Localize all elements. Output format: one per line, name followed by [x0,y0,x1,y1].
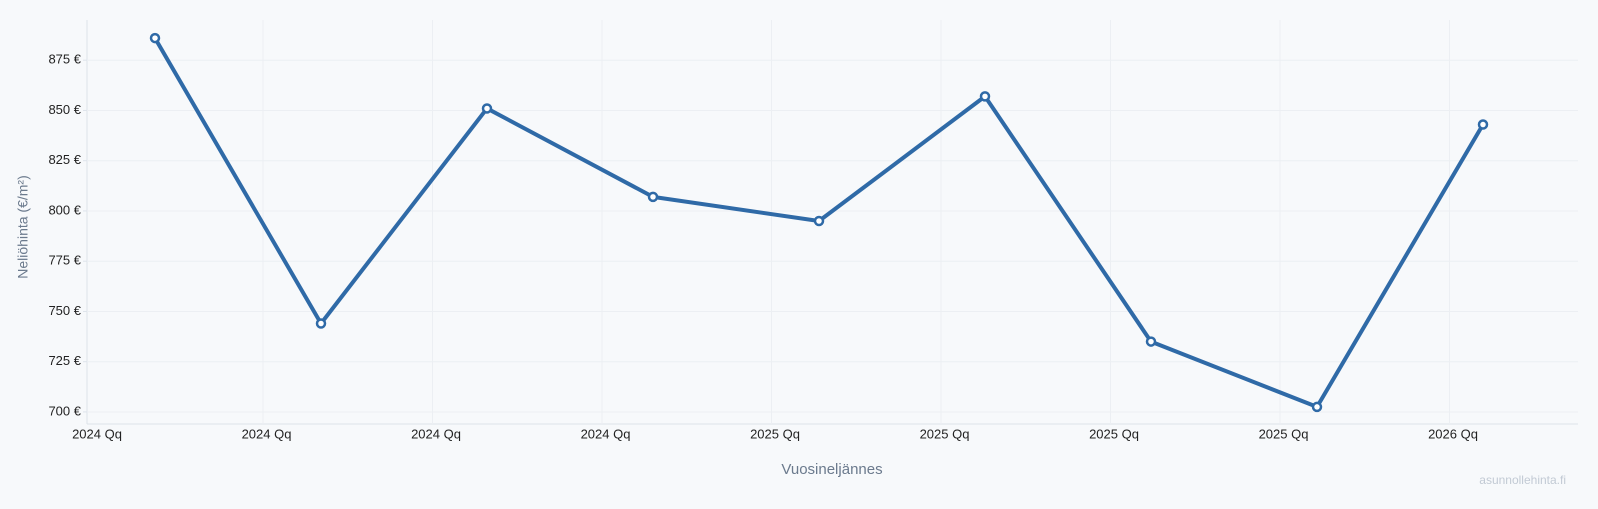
point [1477,119,1489,130]
watermark: asunnollehinta.fi [1479,473,1566,487]
point [1311,401,1323,413]
y-tick-label: 800 € [48,202,81,217]
y-axis-title: Neliöhinta (€/m²) [15,175,31,278]
y-tick-label: 750 € [48,303,81,318]
x-tick-label: 2025 Qq [750,426,800,441]
x-tick-label: 2026 Qq [1428,426,1478,441]
point [481,103,493,114]
y-tick-label: 775 € [48,253,81,268]
point [1145,336,1157,347]
y-tick-label: 725 € [48,353,81,368]
x-tick-label: 2025 Qq [1259,426,1309,441]
point [315,318,327,329]
y-tick-label: 700 € [48,403,81,418]
x-tick-label: 2025 Qq [1089,426,1139,441]
point [647,191,659,203]
x-tick-label: 2024 Qq [411,426,461,441]
x-tick-label: 2025 Qq [920,426,970,441]
y-tick-label: 875 € [48,52,81,67]
point [813,215,825,227]
x-tick-label: 2024 Qq [72,426,122,441]
y-tick-label: 850 € [48,102,81,117]
point [149,32,161,44]
point [979,91,991,102]
x-tick-label: 2024 Qq [242,426,292,441]
x-tick-label: 2024 Qq [581,426,631,441]
y-tick-label: 825 € [48,152,81,167]
x-axis-title: Vuosineljännes [781,461,882,478]
